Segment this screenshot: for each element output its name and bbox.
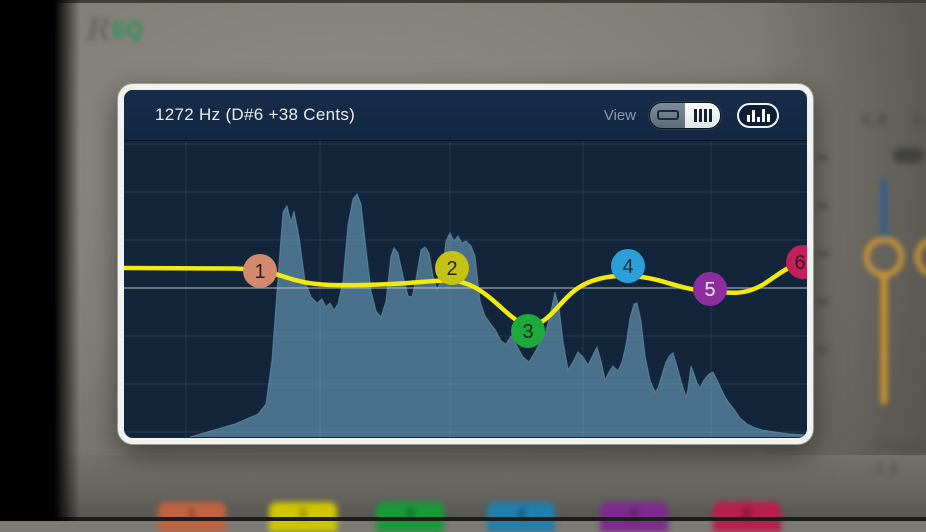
band-handle-3[interactable]: 3 bbox=[511, 314, 545, 348]
meter-value-left: 0.0 bbox=[861, 110, 888, 129]
band-button-label: 6 bbox=[742, 505, 752, 522]
left-black-bar bbox=[0, 0, 80, 521]
band-button-label: 4 bbox=[516, 505, 526, 522]
view-label: View bbox=[603, 106, 636, 124]
band-handle-4[interactable]: 4 bbox=[611, 249, 645, 283]
meter-tick bbox=[816, 203, 829, 208]
logo-eq: EQ bbox=[111, 17, 143, 42]
fader-upper-track bbox=[881, 180, 887, 240]
band-button-label: 2 bbox=[298, 505, 308, 522]
panel-header: 1272 Hz (D#6 +38 Cents) View bbox=[124, 90, 807, 141]
band-handle-1[interactable]: 1 bbox=[243, 254, 277, 288]
band-handle-label: 5 bbox=[704, 279, 715, 301]
analyzer-button[interactable] bbox=[737, 102, 779, 128]
spectrum-outline bbox=[189, 192, 807, 438]
output-value: -3.8 bbox=[869, 461, 899, 478]
fader-lower-track bbox=[881, 274, 887, 405]
band-handle-label: 6 bbox=[794, 252, 805, 274]
eq-curve bbox=[124, 259, 807, 328]
band-handles: 1 2 3 4 5 6 bbox=[243, 245, 807, 348]
line-view-icon bbox=[656, 110, 679, 120]
bars-view-icon bbox=[693, 108, 697, 122]
band-button-label: 3 bbox=[405, 505, 415, 522]
view-toggle-bars-option[interactable] bbox=[685, 102, 720, 128]
band-handle-2[interactable]: 2 bbox=[435, 251, 469, 285]
eq-zoom-panel: 1272 Hz (D#6 +38 Cents) View bbox=[118, 84, 813, 444]
eq-graph: 1 2 3 4 5 6 bbox=[124, 141, 807, 438]
band-button-label: 5 bbox=[629, 505, 639, 522]
rotate-control-pill[interactable] bbox=[893, 148, 925, 163]
view-toggle[interactable] bbox=[649, 101, 721, 129]
top-edge-line bbox=[0, 0, 926, 3]
meter-tick bbox=[816, 155, 829, 160]
analyzer-icon bbox=[746, 114, 750, 122]
band-handle-label: 3 bbox=[522, 321, 533, 343]
band-button-label: 1 bbox=[187, 505, 197, 522]
band-handle-5[interactable]: 5 bbox=[693, 272, 727, 306]
meter-value-right: 0.0 bbox=[913, 110, 926, 129]
band-handle-label: 1 bbox=[254, 261, 265, 283]
bottom-edge-line bbox=[0, 517, 926, 521]
req-logo: REQ bbox=[86, 12, 143, 48]
meter-tick bbox=[816, 299, 829, 304]
bottom-strip bbox=[0, 455, 926, 521]
spectrum-area bbox=[190, 194, 807, 437]
output-label: Output bbox=[877, 437, 923, 454]
meter-tick bbox=[816, 251, 829, 256]
grid-lines bbox=[124, 141, 807, 438]
band-handle-label: 4 bbox=[622, 256, 633, 278]
band-handle-label: 2 bbox=[446, 258, 457, 280]
fader-handle-ring[interactable] bbox=[864, 237, 904, 277]
logo-r: R bbox=[86, 12, 112, 48]
meter-tick bbox=[816, 347, 829, 352]
band-handle-6[interactable]: 6 bbox=[786, 245, 807, 279]
frequency-readout: 1272 Hz (D#6 +38 Cents) bbox=[155, 105, 356, 124]
view-toggle-line-option[interactable] bbox=[650, 102, 685, 128]
